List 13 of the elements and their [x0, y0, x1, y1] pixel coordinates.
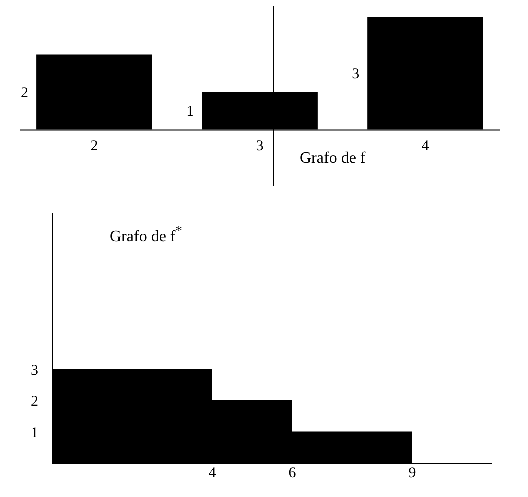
x-tick-label: 6: [288, 466, 297, 482]
x-tick-label: 4: [208, 466, 217, 482]
data-label: 1: [186, 104, 194, 120]
x-tick-label: 3: [256, 138, 264, 154]
y-tick-label: 1: [31, 425, 38, 442]
text: Grafo de f$^{*}$: [110, 223, 182, 246]
data-label: 3: [352, 66, 360, 82]
text: Grafo de f: [300, 150, 366, 168]
x-tick-label: 2: [90, 138, 98, 154]
x-tick-label: 9: [408, 466, 416, 482]
x-tick-label: 4: [422, 138, 430, 154]
y-tick-label: 3: [31, 362, 38, 379]
y-tick-label: 2: [31, 394, 38, 410]
